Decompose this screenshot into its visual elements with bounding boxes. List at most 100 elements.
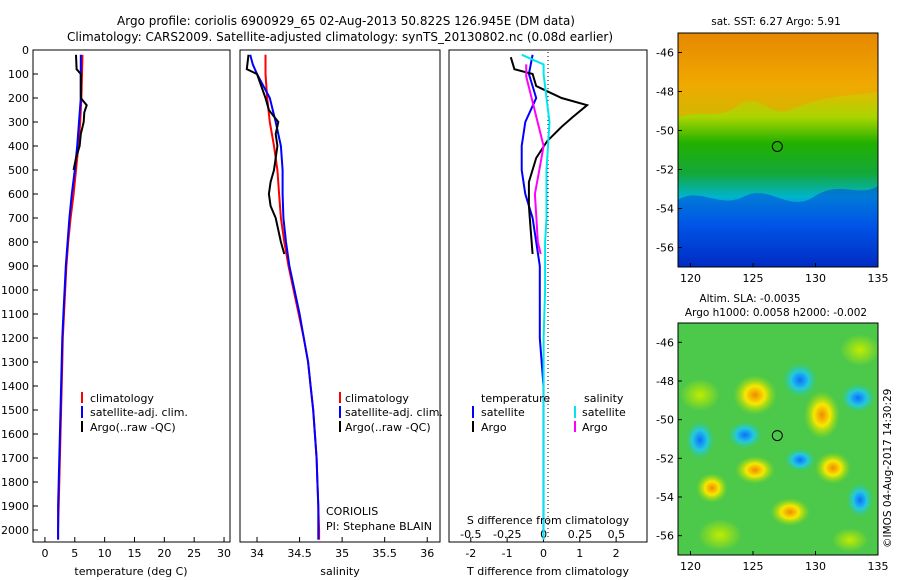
difference-series-3 xyxy=(525,64,545,255)
sst-map-argo-marker xyxy=(771,141,783,152)
salinity-plot-frame xyxy=(239,49,441,543)
depth-tick-label: 1700 xyxy=(1,452,29,465)
depth-tick-label: 800 xyxy=(8,236,29,249)
difference-series-1 xyxy=(509,56,590,255)
map-lat-tick-label: -48 xyxy=(656,86,674,99)
difference-series-group xyxy=(509,53,590,540)
difference-axis-ticks: -2 -1 0 1 2-0.5 -0.25 0 0.25 0.5 xyxy=(460,528,625,560)
temperature-series-2 xyxy=(72,54,88,171)
temperature-tick-label: 10 xyxy=(98,547,112,560)
t-difference-tick-label: 2 xyxy=(613,547,620,560)
t-difference-tick-label: -2 xyxy=(465,547,476,560)
legend-t-argo: Argo xyxy=(481,421,507,434)
map-lon-tick-label: 130 xyxy=(805,272,826,285)
t-difference-axis-label: T difference from climatology xyxy=(466,565,629,578)
depth-tick-label: 1000 xyxy=(1,284,29,297)
temperature-tick-label: 5 xyxy=(71,547,78,560)
temperature-legend-climatology: climatology xyxy=(90,392,154,405)
salinity-series-2 xyxy=(245,54,286,255)
salinity-series-0 xyxy=(264,54,321,540)
sst-map-title: sat. SST: 6.27 Argo: 5.91 xyxy=(711,16,841,28)
temperature-axis-ticks: 0 5 10 15 20 25 30 xyxy=(41,537,231,560)
depth-tick-label: 100 xyxy=(8,68,29,81)
temperature-plot-frame xyxy=(32,49,231,543)
map-lat-tick-label: -46 xyxy=(656,336,674,349)
legend-header-temperature: temperature xyxy=(481,392,550,405)
t-difference-tick-label: -1 xyxy=(502,547,513,560)
t-difference-tick-label: 1 xyxy=(576,547,583,560)
s-difference-tick-label: 0.25 xyxy=(568,528,593,541)
salinity-legend-satellite: satellite-adj. clim. xyxy=(345,406,443,419)
figure-title-line1: Argo profile: coriolis 6900929_65 02-Aug… xyxy=(117,14,575,28)
depth-tick-label: 500 xyxy=(8,164,29,177)
salinity-axis-label: salinity xyxy=(320,565,360,578)
temperature-panel: 0100200300400500600700800900100011001200… xyxy=(1,44,231,578)
salinity-tick-label: 34 xyxy=(250,547,264,560)
salinity-legend: climatology satellite-adj. clim. Argo(..… xyxy=(339,392,443,434)
map-lat-tick-label: -50 xyxy=(656,125,674,138)
map-lat-tick-label: -56 xyxy=(656,242,674,255)
salinity-series-1 xyxy=(249,54,320,540)
legend-t-satellite: satellite xyxy=(481,406,525,419)
depth-tick-label: 1800 xyxy=(1,476,29,489)
temperature-legend: climatology satellite-adj. clim. Argo(..… xyxy=(81,392,188,434)
depth-tick-label: 400 xyxy=(8,140,29,153)
depth-tick-label: 200 xyxy=(8,92,29,105)
temperature-tick-label: 20 xyxy=(157,547,171,560)
map-lat-tick-label: -46 xyxy=(656,47,674,60)
depth-tick-label: 300 xyxy=(8,116,29,129)
depth-tick-label: 1900 xyxy=(1,500,29,513)
depth-tick-label: 0 xyxy=(22,44,29,57)
map-lat-tick-label: -54 xyxy=(656,203,674,216)
salinity-series-group xyxy=(245,54,321,540)
institution-label: CORIOLIS xyxy=(326,505,378,518)
legend-header-salinity: salinity xyxy=(584,392,624,405)
depth-axis-ticks: 0 100 200 300 400 500 600 700 800 900 1000 1100 1200… xyxy=(1,44,38,537)
temperature-tick-label: 30 xyxy=(217,547,231,560)
sla-map-argo-marker xyxy=(771,430,783,442)
s-difference-axis-label: S difference from climatology xyxy=(467,514,630,527)
map-lon-tick-label: 120 xyxy=(680,560,701,573)
depth-tick-label: 1200 xyxy=(1,332,29,345)
salinity-tick-label: 34.5 xyxy=(287,547,312,560)
temperature-series-1 xyxy=(57,54,82,540)
salinity-tick-label: 36 xyxy=(420,547,434,560)
pi-label: PI: Stephane BLAIN xyxy=(326,520,432,533)
map-lon-tick-label: 125 xyxy=(743,560,764,573)
map-lon-tick-label: 135 xyxy=(868,272,889,285)
t-difference-tick-label: 0 xyxy=(540,547,547,560)
sst-map-frame xyxy=(677,32,879,268)
map-lon-tick-label: 135 xyxy=(868,560,889,573)
sla-map-panel: Altim. SLA: -0.0035 Argo h1000: 0.0058 h… xyxy=(656,293,888,573)
depth-tick-label: 900 xyxy=(8,260,29,273)
salinity-tick-label: 35.5 xyxy=(372,547,397,560)
s-difference-tick-label: 0.5 xyxy=(608,528,626,541)
figure-title-line2: Climatology: CARS2009. Satellite-adjuste… xyxy=(67,30,613,44)
sst-map-front xyxy=(678,33,878,118)
temperature-axis-label: temperature (deg C) xyxy=(74,565,187,578)
map-lon-tick-label: 130 xyxy=(805,560,826,573)
sla-map-frame xyxy=(677,322,879,556)
map-lat-tick-label: -50 xyxy=(656,414,674,427)
legend-s-satellite: satellite xyxy=(582,406,626,419)
difference-legend: temperature salinity satellite Argo sate… xyxy=(472,392,626,434)
s-difference-tick-label: -0.25 xyxy=(493,528,521,541)
imos-timestamp: ©IMOS 04-Aug-2017 14:30:29 xyxy=(882,389,894,548)
s-difference-tick-label: -0.5 xyxy=(460,528,481,541)
sla-map-title-line2: Argo h1000: 0.0058 h2000: -0.002 xyxy=(685,307,867,319)
sst-map-cold-pool xyxy=(678,186,878,267)
depth-tick-label: 1500 xyxy=(1,404,29,417)
difference-panel: -2 -1 0 1 2-0.5 -0.25 0 0.25 0.5 S difference fr… xyxy=(448,49,648,578)
salinity-legend-argo: Argo(..raw -QC) xyxy=(345,421,431,434)
depth-tick-label: 2000 xyxy=(1,524,29,537)
legend-s-argo: Argo xyxy=(582,421,608,434)
map-lon-tick-label: 120 xyxy=(680,272,701,285)
temperature-tick-label: 25 xyxy=(187,547,201,560)
difference-plot-frame xyxy=(448,49,648,543)
sla-map-ticks: 120 125 130 135 -46 -48 -50 -52 -54 -56 xyxy=(656,336,888,573)
temperature-legend-satellite: satellite-adj. clim. xyxy=(90,406,188,419)
salinity-panel: 34 34.5 35 35.5 36 salinity climatology sate… xyxy=(239,49,443,578)
sst-map-panel: sat. SST: 6.27 Argo: 5.91 120 125 130 135 -4… xyxy=(656,16,888,285)
temperature-series-group xyxy=(57,54,88,540)
